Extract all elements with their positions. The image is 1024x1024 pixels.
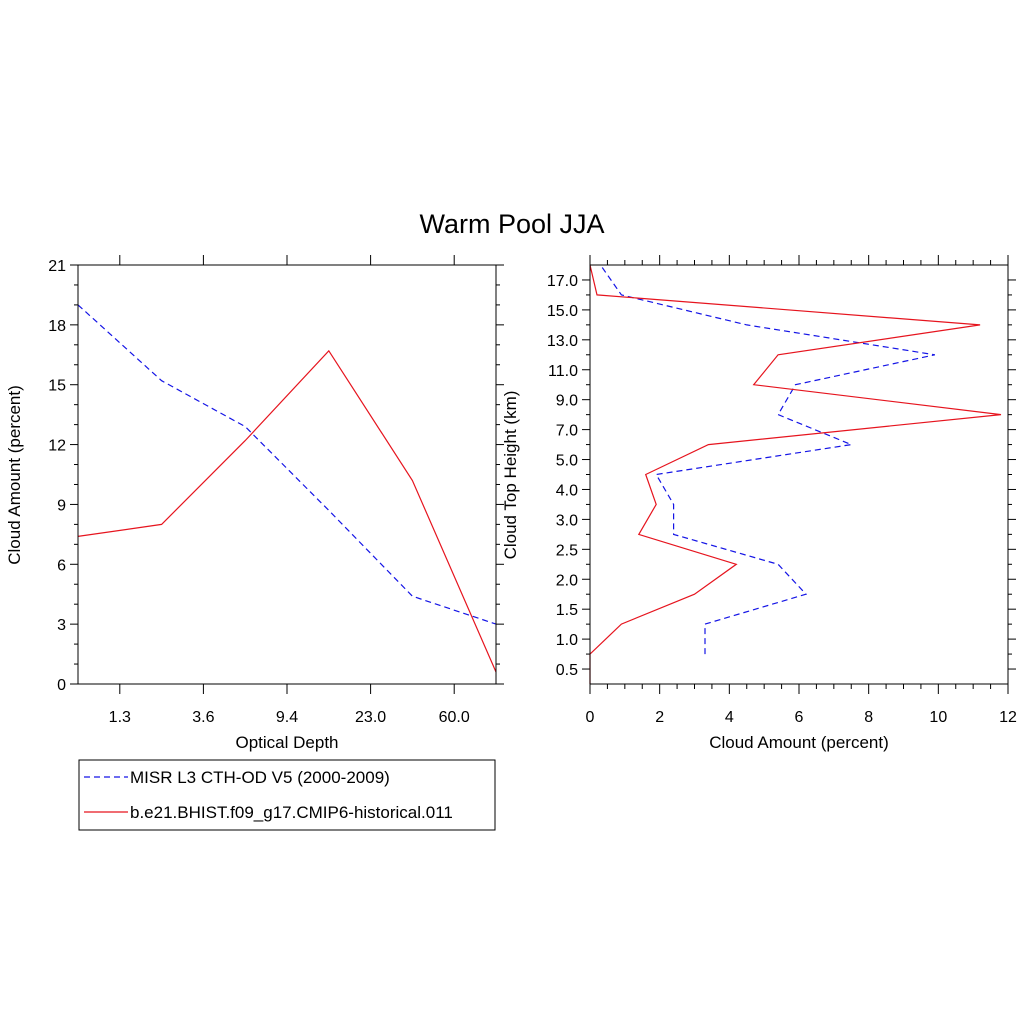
right-x-tick-label: 12: [999, 709, 1017, 726]
right-x-tick-label: 10: [929, 709, 947, 726]
legend-label-obs: MISR L3 CTH-OD V5 (2000-2009): [130, 768, 390, 787]
left-series: [77, 304, 497, 673]
right-y-tick-label: 2.0: [556, 572, 578, 589]
right-series: [589, 264, 1002, 684]
legend: MISR L3 CTH-OD V5 (2000-2009) b.e21.BHIS…: [78, 759, 496, 831]
right-y-tick-label: 7.0: [556, 423, 578, 440]
right-y-tick-label: 17.0: [547, 273, 578, 290]
right-x-tick-label: 6: [795, 709, 804, 726]
left-panel: 0 3 6 9 12 15 18 21 1.3 3.6 9.4 23.0 60.0 Optical De…: [5, 255, 504, 752]
right-x-tick-label: 2: [655, 709, 664, 726]
left-y-axis-label: Cloud Amount (percent): [5, 385, 24, 565]
right-y-tick-label: 5.0: [556, 453, 578, 470]
right-panel: 0.5 1.0 1.5 2.0 2.5 3.0 4.0 5.0 7.0 9.0 11.0 13.0 15…: [501, 255, 1017, 752]
right-y-tick-label: 2.5: [556, 542, 578, 559]
right-x-tick-label: 8: [864, 709, 873, 726]
left-series-model-line: [77, 349, 497, 673]
chart-title: Warm Pool JJA: [419, 209, 604, 239]
left-y-tick-label: 21: [48, 258, 66, 275]
right-x-tick-label: 4: [725, 709, 734, 726]
right-series-obs-line: [600, 264, 936, 655]
left-y-tick-label: 15: [48, 378, 66, 395]
legend-label-model: b.e21.BHIST.f09_g17.CMIP6-historical.011: [130, 803, 453, 822]
left-series-obs-line: [77, 304, 497, 625]
right-y-tick-label: 1.0: [556, 632, 578, 649]
right-y-tick-label: 0.5: [556, 662, 578, 679]
right-y-tick-label: 1.5: [556, 602, 578, 619]
left-x-tick-label: 9.4: [276, 709, 298, 726]
right-y-tick-label: 13.0: [547, 333, 578, 350]
left-ticks: 0 3 6 9 12 15 18 21 1.3 3.6 9.4 23.0 60.0: [48, 255, 504, 726]
left-y-tick-label: 9: [57, 497, 66, 514]
left-y-tick-label: 6: [57, 557, 66, 574]
left-x-tick-label: 3.6: [192, 709, 214, 726]
left-x-axis-label: Optical Depth: [236, 733, 339, 752]
right-x-axis-label: Cloud Amount (percent): [709, 733, 889, 752]
left-y-tick-label: 3: [57, 617, 66, 634]
right-y-tick-label: 15.0: [547, 303, 578, 320]
right-y-tick-label: 3.0: [556, 512, 578, 529]
left-y-tick-label: 18: [48, 318, 66, 335]
right-x-tick-label: 0: [586, 709, 595, 726]
left-y-tick-label: 12: [48, 438, 66, 455]
left-x-tick-label: 60.0: [439, 709, 470, 726]
right-y-tick-label: 11.0: [548, 363, 578, 380]
right-y-tick-label: 9.0: [556, 393, 578, 410]
left-x-tick-label: 1.3: [109, 709, 131, 726]
left-x-tick-label: 23.0: [355, 709, 386, 726]
right-series-model-line: [589, 264, 1002, 684]
left-y-tick-label: 0: [57, 677, 66, 694]
right-ticks: 0.5 1.0 1.5 2.0 2.5 3.0 4.0 5.0 7.0 9.0 11.0 13.0 15…: [547, 255, 1017, 726]
right-y-tick-label: 4.0: [556, 482, 578, 499]
left-plot-frame: [77, 264, 497, 685]
right-plot-frame: [589, 264, 1009, 685]
right-y-axis-label: Cloud Top Height (km): [501, 391, 520, 560]
legend-frame: [78, 759, 496, 831]
